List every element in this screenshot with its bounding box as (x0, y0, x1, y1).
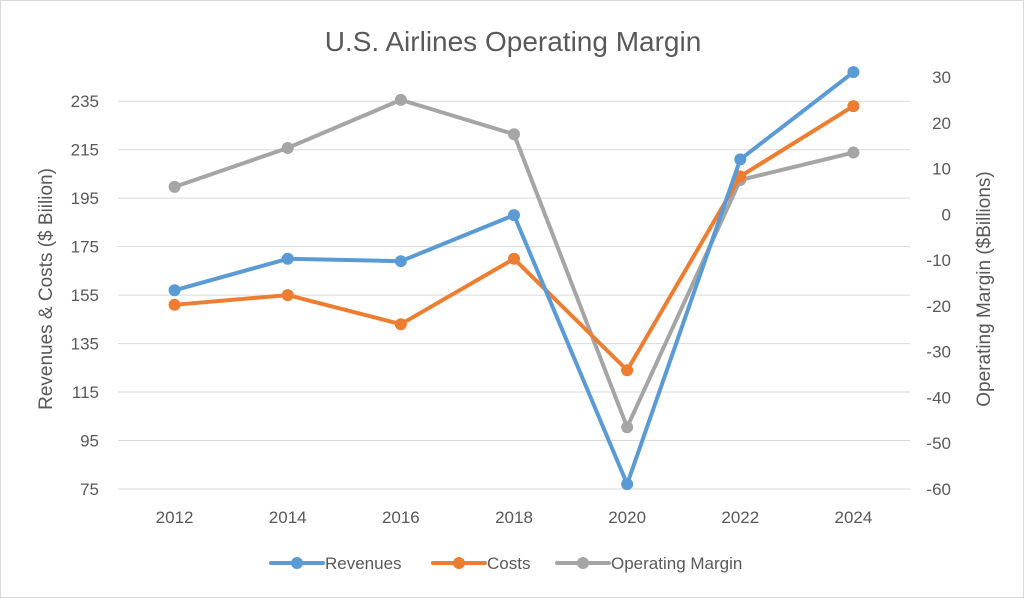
legend-label-revenues: Revenues (325, 554, 402, 573)
data-point-revenues (394, 255, 407, 268)
x-tick-label: 2014 (269, 508, 307, 527)
left-tick-label: 155 (71, 286, 99, 305)
data-point-costs (394, 318, 407, 331)
left-tick-label: 135 (71, 335, 99, 354)
data-point-revenues (621, 478, 634, 491)
left-tick-label: 75 (80, 480, 99, 499)
legend-label-costs: Costs (487, 554, 530, 573)
legend-marker-revenues (291, 557, 303, 569)
data-point-operating-margin (281, 141, 294, 154)
left-axis-ticks: 75 95 115 135 155 175 195 215 235 (71, 92, 99, 499)
data-point-revenues (847, 66, 860, 79)
right-tick-label: -60 (926, 480, 951, 499)
x-tick-label: 2018 (495, 508, 533, 527)
right-tick-label: -40 (926, 388, 951, 407)
x-tick-label: 2024 (835, 508, 873, 527)
data-point-operating-margin (847, 146, 860, 159)
legend-item-operating-margin: Operating Margin (555, 554, 742, 573)
left-tick-label: 175 (71, 238, 99, 257)
legend: Revenues Costs Operating Margin (269, 554, 742, 573)
data-point-costs (281, 289, 294, 302)
data-point-operating-margin (621, 421, 634, 434)
right-tick-label: 10 (932, 160, 951, 179)
data-point-costs (168, 298, 181, 311)
gridlines (118, 100, 910, 490)
series-layer (168, 66, 860, 491)
x-tick-label: 2022 (721, 508, 759, 527)
legend-item-revenues: Revenues (269, 554, 402, 573)
series-revenues (168, 66, 860, 491)
data-point-operating-margin (168, 180, 181, 193)
legend-marker-operating-margin (577, 557, 589, 569)
right-tick-label: -10 (926, 251, 951, 270)
right-tick-label: 20 (932, 114, 951, 133)
data-point-costs (508, 252, 520, 265)
right-axis-label: Operating Margin ($Billions) (974, 171, 995, 407)
right-axis-ticks: 30 20 10 0 -10 -20 -30 -40 -50 -60 (926, 68, 951, 499)
x-tick-label: 2012 (156, 508, 194, 527)
left-tick-label: 195 (71, 189, 99, 208)
data-point-revenues (168, 284, 181, 297)
x-tick-label: 2020 (608, 508, 646, 527)
x-axis-ticks: 2012 2014 2016 2018 2020 2022 2024 (156, 508, 873, 527)
series-costs (168, 100, 860, 377)
right-tick-label: -30 (926, 343, 951, 362)
legend-label-operating-margin: Operating Margin (611, 554, 742, 573)
right-tick-label: -20 (926, 297, 951, 316)
right-tick-label: 0 (942, 205, 951, 224)
data-point-costs (621, 364, 634, 377)
data-point-operating-margin (508, 128, 520, 141)
data-point-revenues (508, 209, 520, 222)
data-point-revenues (281, 252, 294, 265)
left-tick-label: 235 (71, 92, 99, 111)
data-point-revenues (734, 153, 747, 166)
x-tick-label: 2016 (382, 508, 420, 527)
left-tick-label: 115 (72, 383, 99, 402)
data-point-costs (847, 100, 860, 113)
left-tick-label: 95 (80, 432, 99, 451)
legend-marker-costs (453, 557, 465, 569)
data-point-operating-margin (394, 93, 407, 106)
series-line-costs (172, 104, 856, 373)
chart-title: U.S. Airlines Operating Margin (325, 26, 702, 57)
legend-item-costs: Costs (431, 554, 530, 573)
right-tick-label: -50 (926, 434, 951, 453)
left-tick-label: 215 (71, 141, 99, 160)
right-tick-label: 30 (932, 68, 951, 87)
left-axis-label: Revenues & Costs ($ Biilion) (36, 168, 57, 410)
